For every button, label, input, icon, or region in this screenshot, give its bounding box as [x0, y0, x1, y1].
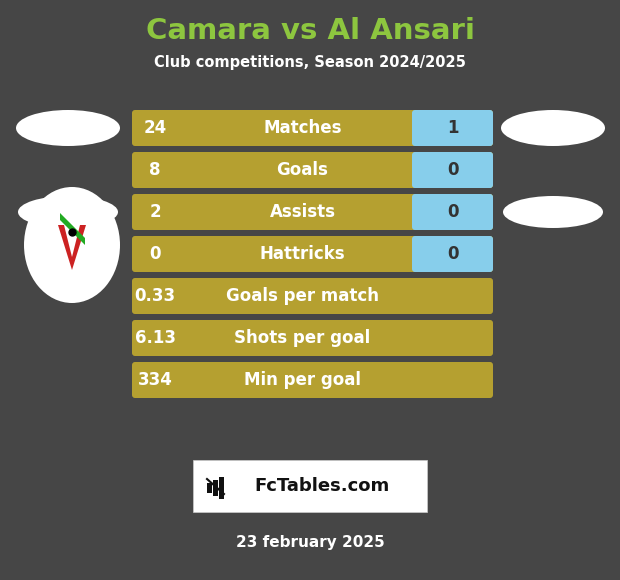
FancyBboxPatch shape [132, 320, 493, 356]
Text: Camara vs Al Ansari: Camara vs Al Ansari [146, 17, 474, 45]
FancyBboxPatch shape [412, 152, 493, 188]
Ellipse shape [501, 110, 605, 146]
Text: Goals per match: Goals per match [226, 287, 379, 305]
Text: 0: 0 [149, 245, 161, 263]
FancyBboxPatch shape [132, 362, 493, 398]
Text: Goals: Goals [277, 161, 329, 179]
Text: 23 february 2025: 23 february 2025 [236, 535, 384, 549]
Text: Club competitions, Season 2024/2025: Club competitions, Season 2024/2025 [154, 56, 466, 71]
Text: 24: 24 [143, 119, 167, 137]
Ellipse shape [24, 187, 120, 303]
FancyBboxPatch shape [132, 110, 493, 146]
Polygon shape [58, 225, 86, 270]
Polygon shape [60, 213, 85, 245]
Ellipse shape [16, 110, 120, 146]
FancyBboxPatch shape [213, 480, 218, 496]
FancyBboxPatch shape [207, 483, 212, 493]
Text: Hattricks: Hattricks [260, 245, 345, 263]
Text: Min per goal: Min per goal [244, 371, 361, 389]
FancyBboxPatch shape [412, 110, 493, 146]
Text: 0.33: 0.33 [135, 287, 175, 305]
Text: Assists: Assists [270, 203, 335, 221]
FancyBboxPatch shape [132, 278, 493, 314]
FancyBboxPatch shape [193, 460, 427, 512]
FancyBboxPatch shape [412, 236, 493, 272]
Text: 1: 1 [447, 119, 458, 137]
Text: 0: 0 [447, 161, 458, 179]
Text: 6.13: 6.13 [135, 329, 175, 347]
Text: FcTables.com: FcTables.com [254, 477, 389, 495]
FancyBboxPatch shape [132, 152, 493, 188]
FancyBboxPatch shape [219, 477, 224, 499]
Text: Matches: Matches [264, 119, 342, 137]
Ellipse shape [503, 196, 603, 228]
Text: 2: 2 [149, 203, 161, 221]
Ellipse shape [18, 196, 118, 228]
Text: 0: 0 [447, 203, 458, 221]
FancyBboxPatch shape [132, 194, 493, 230]
Text: Shots per goal: Shots per goal [234, 329, 371, 347]
Text: 8: 8 [149, 161, 161, 179]
Text: 334: 334 [138, 371, 172, 389]
FancyBboxPatch shape [412, 194, 493, 230]
Text: 0: 0 [447, 245, 458, 263]
FancyBboxPatch shape [132, 236, 493, 272]
